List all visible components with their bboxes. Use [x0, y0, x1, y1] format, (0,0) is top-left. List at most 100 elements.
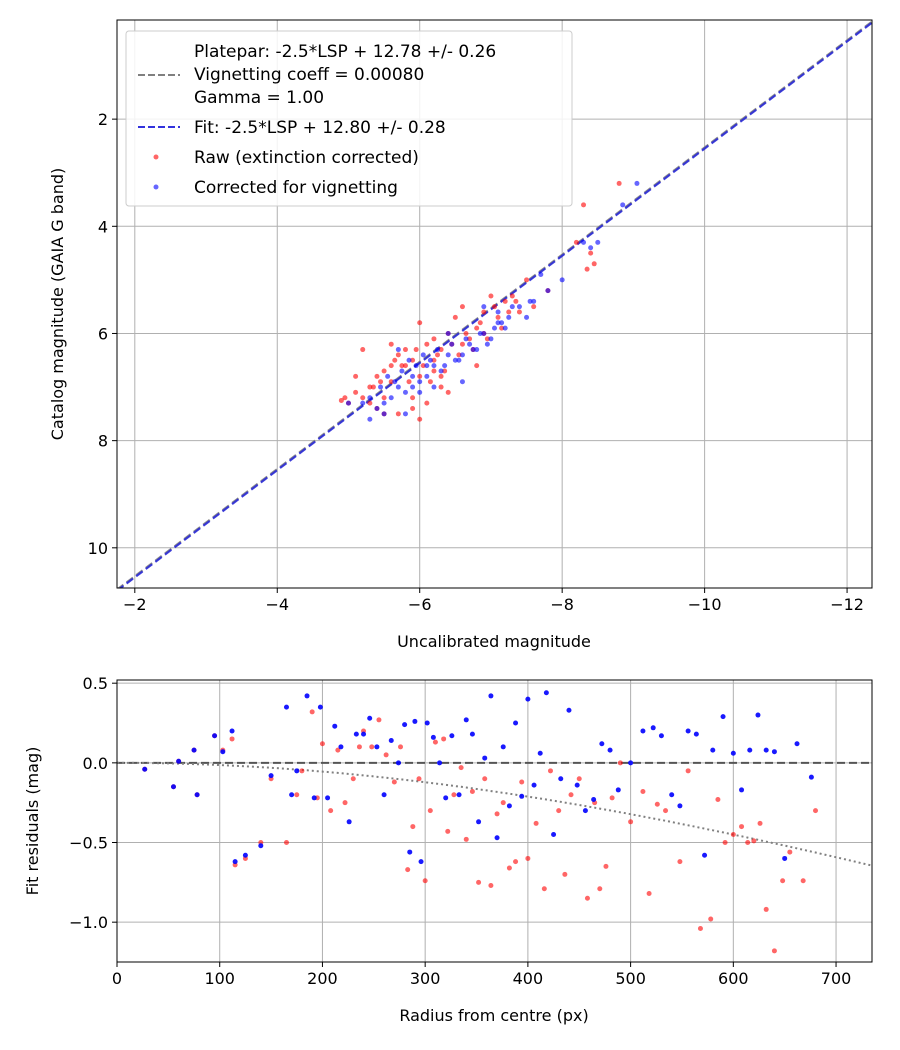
top-scatter-point [367, 395, 373, 401]
top-scatter-point [513, 298, 519, 304]
top-scatter-point [484, 336, 490, 342]
bottom-scatter-point [488, 693, 494, 699]
top-scatter-point [459, 341, 465, 347]
bottom-scatter-point [519, 779, 525, 785]
top-y-tick-label: 10 [88, 539, 108, 558]
bottom-scatter-point [763, 906, 769, 912]
bottom-scatter-point [482, 755, 488, 761]
bot-x-tick-label: 400 [513, 969, 544, 988]
top-scatter-point [488, 293, 494, 299]
top-scatter-point [417, 320, 423, 326]
bottom-scatter-point [418, 859, 424, 865]
top-scatter-point [474, 363, 480, 369]
top-scatter-point [531, 298, 537, 304]
bottom-scatter-point [376, 717, 382, 723]
bottom-scatter-point [416, 776, 422, 782]
bot-x-tick-label: 300 [410, 969, 441, 988]
top-scatter-point [374, 405, 380, 411]
top-x-axis-label: Uncalibrated magnitude [397, 632, 591, 651]
top-scatter-point [388, 379, 394, 385]
bottom-scatter-point [658, 733, 664, 739]
bottom-scatter-point [708, 916, 714, 922]
legend-box [125, 30, 573, 207]
bottom-scatter-point [494, 835, 500, 841]
bot-x-tick-label: 500 [615, 969, 646, 988]
top-scatter-point [399, 363, 405, 369]
bot-y-tick-label: −0.5 [69, 834, 108, 853]
bottom-scatter-point [685, 728, 691, 734]
top-scatter-point [420, 363, 426, 369]
top-scatter-point [481, 330, 487, 336]
calibration-plot: −2 −4 −6 −8 −10 −12 2 4 6 8 10 Uncalibrated magni… [48, 19, 873, 651]
legend-entry-platepar: Platepar: -2.5*LSP + 12.78 +/- 0.26 [194, 42, 496, 62]
top-scatter-point [353, 389, 359, 395]
bottom-scatter-point [356, 744, 362, 750]
bot-y-tick-label: 0.0 [83, 754, 108, 773]
bottom-scatter-point [220, 749, 226, 755]
top-scatter-point [477, 320, 483, 326]
residuals-plot: 0 100 200 300 400 500 600 700 0.5 0.0 −0.5 −1.0 Ra… [23, 674, 873, 1025]
legend-entry-corrected: Corrected for vignetting [194, 178, 398, 198]
bottom-scatter-point [445, 828, 451, 834]
top-y-tick-label: 6 [98, 324, 108, 343]
bottom-scatter-point [533, 820, 539, 826]
bottom-scatter-point [685, 768, 691, 774]
bottom-scatter-point [506, 803, 512, 809]
bottom-scatter-point [755, 712, 761, 718]
bottom-scatter-point [451, 792, 457, 798]
top-scatter-point [431, 363, 437, 369]
top-scatter-point [445, 352, 451, 358]
bottom-scatter-point [547, 768, 553, 774]
bottom-scatter-point [304, 693, 310, 699]
bottom-scatter-point [628, 819, 634, 825]
bottom-y-axis-label: Fit residuals (mag) [23, 747, 42, 896]
top-scatter-point [591, 261, 597, 267]
bottom-scatter-point [677, 803, 683, 809]
top-x-tick-label: −8 [550, 595, 574, 614]
bottom-scatter-point [469, 789, 475, 795]
top-scatter-point [495, 309, 501, 315]
bottom-y-axis-ticks: 0.5 0.0 −0.5 −1.0 [69, 674, 117, 932]
top-scatter-point [367, 384, 373, 390]
bottom-scatter-point [537, 750, 543, 756]
bottom-scatter-point [338, 744, 344, 750]
top-scatter-point [435, 352, 441, 358]
top-scatter-point [402, 411, 408, 417]
bottom-scatter-point [715, 796, 721, 802]
bottom-scatter-point [757, 820, 763, 826]
bottom-scatter-point [603, 863, 609, 869]
bottom-scatter-point [176, 758, 182, 764]
bottom-scatter-point [311, 795, 317, 801]
top-scatter-point [395, 352, 401, 358]
bottom-scatter-point [388, 738, 394, 744]
top-scatter-point [445, 389, 451, 395]
top-scatter-point [452, 314, 458, 320]
bottom-scatter-point [541, 886, 547, 892]
top-scatter-point [338, 397, 344, 403]
top-scatter-point [395, 384, 401, 390]
top-scatter-point [502, 325, 508, 331]
bottom-scatter-point [391, 779, 397, 785]
bottom-scatter-point [325, 795, 331, 801]
top-scatter-point [481, 309, 487, 315]
top-scatter-point [538, 272, 544, 278]
bottom-scatter-point [395, 760, 401, 766]
top-scatter-point [438, 347, 444, 353]
bottom-scatter-point [693, 731, 699, 737]
top-y-tick-label: 2 [98, 110, 108, 129]
bottom-scatter-point [640, 789, 646, 795]
top-scatter-point [492, 325, 497, 331]
top-scatter-point [509, 293, 515, 299]
bottom-scatter-point [597, 886, 603, 892]
bottom-scatter-point [771, 749, 777, 755]
top-scatter-point [584, 266, 590, 272]
bottom-scatter-point [443, 795, 449, 801]
bottom-scatter-point [513, 720, 519, 726]
bottom-scatter-point [591, 796, 597, 802]
bottom-scatter-point [229, 736, 235, 742]
bottom-scatter-point [258, 843, 264, 849]
top-scatter-point [370, 384, 376, 390]
top-scatter-point [495, 314, 501, 320]
top-scatter-point [459, 379, 465, 385]
bottom-scatter-point [607, 747, 613, 753]
